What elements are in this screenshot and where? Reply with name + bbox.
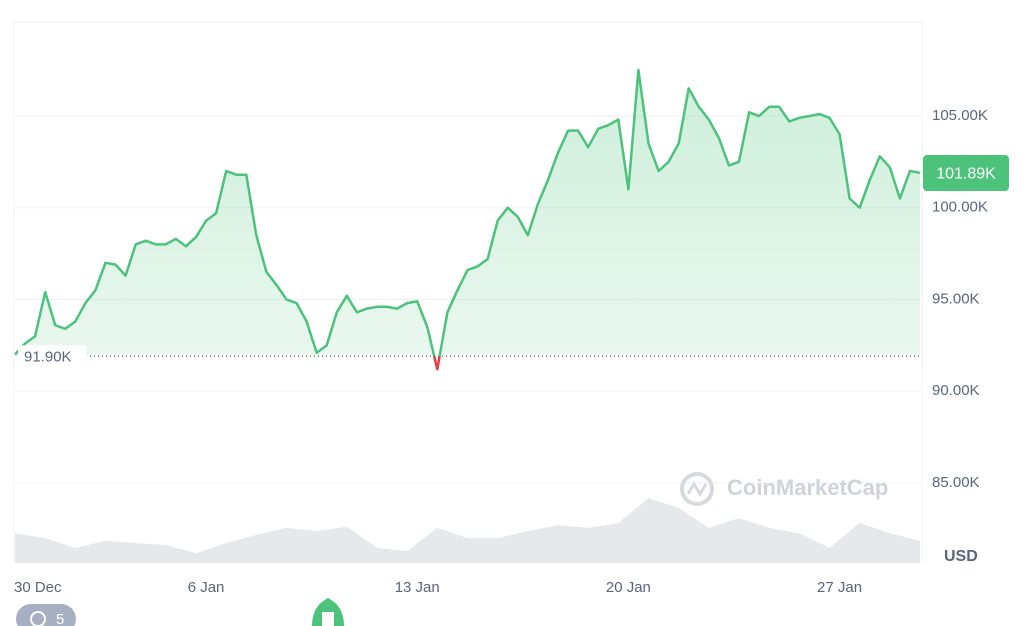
x-tick-label: 27 Jan [817,579,862,596]
reference-label-bg [18,345,86,368]
news-badge[interactable] [312,598,344,626]
x-tick-label: 13 Jan [395,579,440,596]
history-badge[interactable]: 5 [16,604,76,626]
y-tick-label: 95.00K [932,290,980,307]
x-tick-label: 6 Jan [188,579,225,596]
currency-label: USD [944,548,978,565]
y-tick-label: 105.00K [932,107,988,124]
y-tick-label: 85.00K [932,474,980,491]
y-tick-label: 100.00K [932,199,988,216]
last-price-label: 101.89K [936,165,996,182]
price-line [14,68,921,357]
x-tick-label: 30 Dec [14,579,62,596]
price-area [15,70,920,357]
watermark: CoinMarketCap [680,472,888,506]
x-tick-label: 20 Jan [606,579,651,596]
volume-area [15,498,920,563]
y-tick-label: 90.00K [932,382,980,399]
reference-label: 91.90K [24,348,72,365]
history-count: 5 [56,611,64,626]
watermark-text: CoinMarketCap [727,475,888,500]
last-price-badge [923,155,1009,192]
